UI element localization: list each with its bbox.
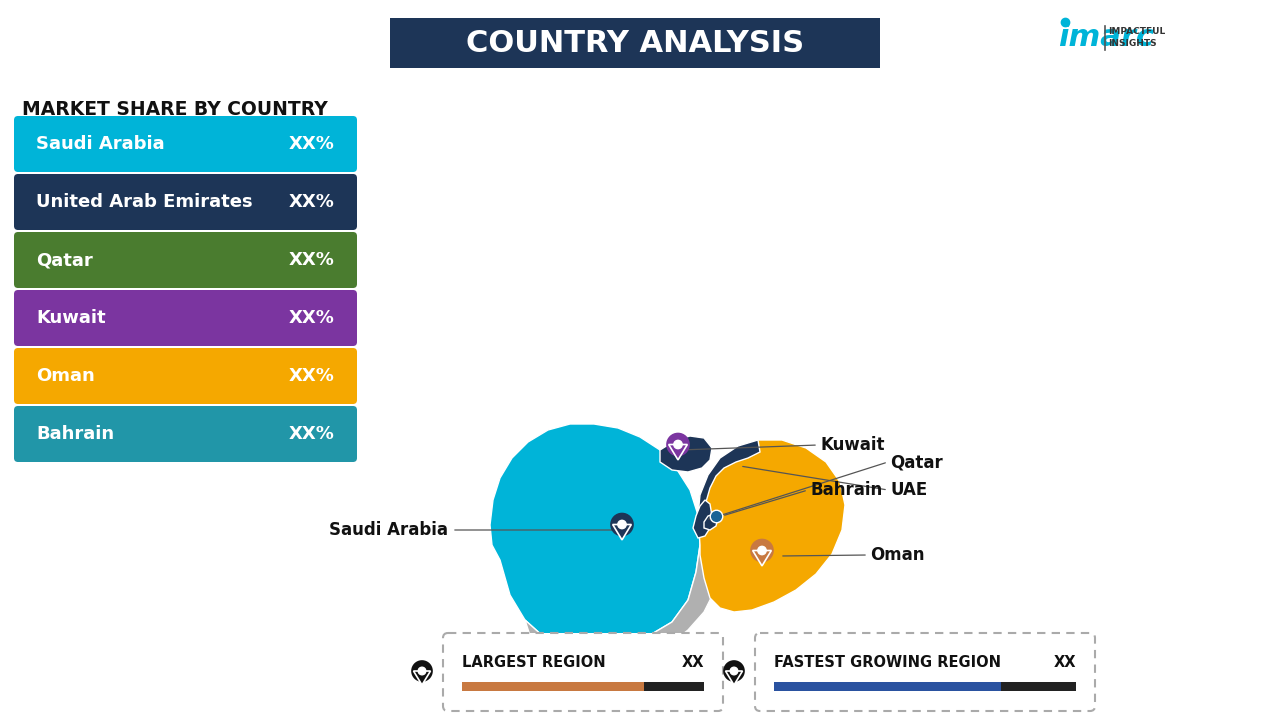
FancyBboxPatch shape bbox=[443, 633, 723, 711]
FancyBboxPatch shape bbox=[14, 290, 357, 346]
Polygon shape bbox=[413, 671, 430, 685]
Text: XX%: XX% bbox=[289, 135, 335, 153]
Text: INSIGHTS: INSIGHTS bbox=[1108, 38, 1157, 48]
Text: XX: XX bbox=[681, 655, 704, 670]
Polygon shape bbox=[490, 424, 700, 648]
Text: UAE: UAE bbox=[890, 481, 927, 499]
Polygon shape bbox=[692, 500, 712, 538]
FancyBboxPatch shape bbox=[14, 406, 357, 462]
Polygon shape bbox=[753, 551, 772, 566]
Text: Saudi Arabia: Saudi Arabia bbox=[329, 521, 448, 539]
FancyBboxPatch shape bbox=[774, 683, 1076, 691]
Text: Qatar: Qatar bbox=[890, 453, 943, 471]
Circle shape bbox=[724, 661, 744, 681]
Text: imarc: imarc bbox=[1059, 24, 1155, 53]
Circle shape bbox=[419, 667, 426, 675]
Text: Bahrain: Bahrain bbox=[810, 481, 882, 499]
FancyBboxPatch shape bbox=[462, 683, 644, 691]
Polygon shape bbox=[613, 524, 631, 540]
Text: COUNTRY ANALYSIS: COUNTRY ANALYSIS bbox=[466, 29, 804, 58]
Text: Qatar: Qatar bbox=[36, 251, 92, 269]
Text: XX%: XX% bbox=[289, 367, 335, 385]
Circle shape bbox=[751, 539, 773, 562]
Circle shape bbox=[758, 546, 767, 554]
FancyBboxPatch shape bbox=[774, 683, 1001, 691]
Circle shape bbox=[730, 667, 737, 675]
Polygon shape bbox=[698, 440, 760, 515]
Circle shape bbox=[412, 661, 433, 681]
FancyBboxPatch shape bbox=[14, 232, 357, 288]
Polygon shape bbox=[660, 436, 712, 472]
Polygon shape bbox=[525, 545, 718, 665]
Text: MARKET SHARE BY COUNTRY: MARKET SHARE BY COUNTRY bbox=[22, 100, 328, 119]
Text: IMPACTFUL: IMPACTFUL bbox=[1108, 27, 1165, 37]
Polygon shape bbox=[726, 671, 742, 685]
FancyBboxPatch shape bbox=[390, 18, 881, 68]
Polygon shape bbox=[698, 440, 845, 612]
Circle shape bbox=[667, 433, 689, 456]
Text: XX%: XX% bbox=[289, 309, 335, 327]
FancyBboxPatch shape bbox=[462, 683, 704, 691]
FancyBboxPatch shape bbox=[755, 633, 1094, 711]
Text: Saudi Arabia: Saudi Arabia bbox=[36, 135, 165, 153]
Text: XX: XX bbox=[1053, 655, 1076, 670]
Circle shape bbox=[618, 521, 626, 528]
Text: Bahrain: Bahrain bbox=[36, 425, 114, 443]
Polygon shape bbox=[704, 514, 718, 530]
FancyBboxPatch shape bbox=[14, 174, 357, 230]
Polygon shape bbox=[668, 444, 687, 460]
FancyBboxPatch shape bbox=[14, 348, 357, 404]
Circle shape bbox=[673, 441, 682, 449]
Text: Kuwait: Kuwait bbox=[820, 436, 884, 454]
FancyBboxPatch shape bbox=[14, 116, 357, 172]
Text: XX%: XX% bbox=[289, 251, 335, 269]
Text: United Arab Emirates: United Arab Emirates bbox=[36, 193, 252, 211]
Text: Oman: Oman bbox=[870, 546, 924, 564]
Text: Kuwait: Kuwait bbox=[36, 309, 106, 327]
Text: LARGEST REGION: LARGEST REGION bbox=[462, 655, 605, 670]
Text: FASTEST GROWING REGION: FASTEST GROWING REGION bbox=[774, 655, 1001, 670]
Circle shape bbox=[611, 513, 634, 536]
Text: XX%: XX% bbox=[289, 425, 335, 443]
Text: Oman: Oman bbox=[36, 367, 95, 385]
Text: XX%: XX% bbox=[289, 193, 335, 211]
